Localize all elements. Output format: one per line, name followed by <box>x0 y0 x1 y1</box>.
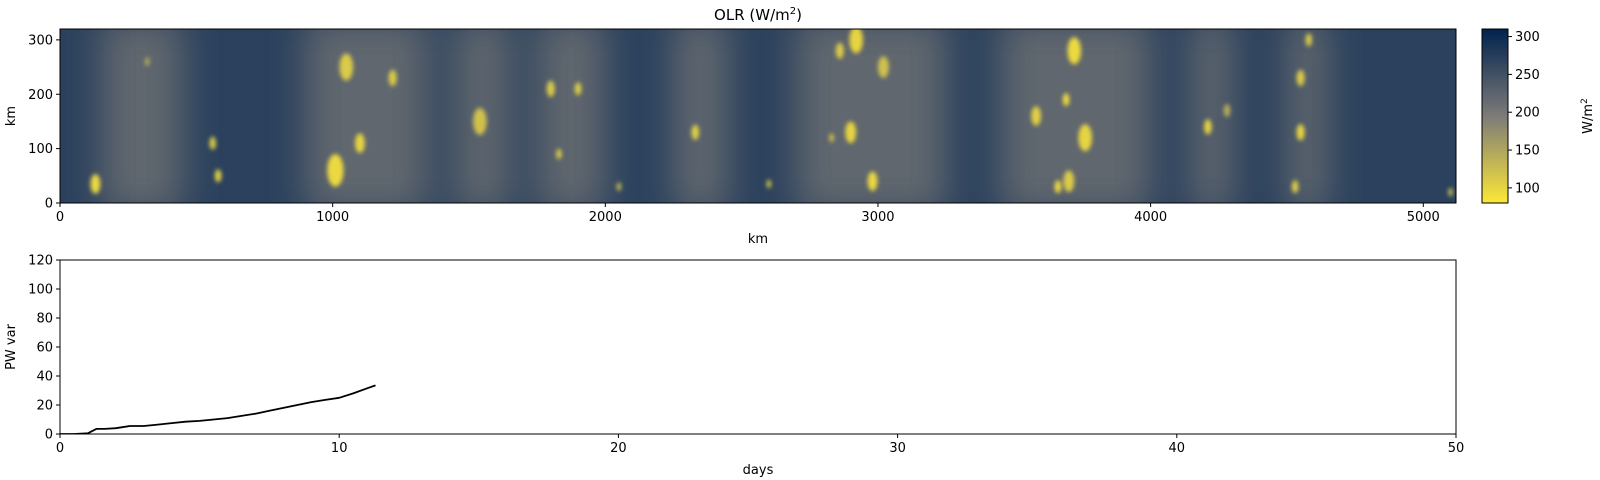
convective-band-1 <box>305 29 429 203</box>
heatmap-convective-cells <box>90 29 1453 197</box>
convective-cell-25 <box>1063 170 1075 193</box>
line-y-tick-label: 0 <box>45 428 53 443</box>
heatmap-x-tick-label: 4000 <box>1134 210 1167 225</box>
line-x-tick-label: 40 <box>1169 441 1186 456</box>
pw-var-series-line <box>60 384 376 434</box>
convective-band-0 <box>100 29 183 203</box>
line-y-tick-label: 40 <box>36 370 53 385</box>
convective-cell-13 <box>766 179 772 189</box>
colorbar-label: W/m2 <box>1580 98 1596 134</box>
heatmap-xlabel: km <box>748 232 768 247</box>
convective-cell-3 <box>327 154 344 187</box>
convective-cell-15 <box>845 121 857 144</box>
convective-cell-31 <box>1305 33 1313 47</box>
line-y-axis: 0 20 40 60 80 100 120 <box>28 254 60 443</box>
line-plot-area <box>60 260 1456 434</box>
line-xlabel: days <box>743 463 774 478</box>
convective-band-3 <box>537 29 606 203</box>
convective-cell-30 <box>1296 69 1305 87</box>
line-x-tick-label: 50 <box>1448 441 1465 456</box>
convective-cell-17 <box>849 29 863 54</box>
convective-cell-9 <box>574 82 582 96</box>
convective-band-8 <box>1286 29 1328 203</box>
convective-cell-16 <box>867 171 878 192</box>
line-x-tick-label: 20 <box>610 441 627 456</box>
convective-cell-11 <box>616 182 622 192</box>
line-y-tick-label: 120 <box>28 254 53 269</box>
convective-cell-28 <box>1296 124 1305 141</box>
convective-cell-4 <box>355 133 365 153</box>
colorbar-ticks: 100 150 200 250 300 <box>1508 30 1540 196</box>
line-y-tick-label: 20 <box>36 399 53 414</box>
convective-cell-29 <box>1291 180 1299 194</box>
convective-cell-22 <box>1078 124 1093 152</box>
colorbar-tick-label: 300 <box>1515 30 1540 45</box>
convective-cell-10 <box>546 80 555 97</box>
heatmap-y-tick-label: 100 <box>28 142 53 157</box>
convective-cell-14 <box>829 133 834 143</box>
heatmap-frame <box>59 28 1457 204</box>
heatmap-title: OLR (W/m2) <box>714 6 802 24</box>
convective-cell-1 <box>214 169 222 183</box>
convective-cell-2 <box>209 136 216 150</box>
convective-cell-18 <box>835 42 844 59</box>
convective-cell-20 <box>1031 106 1042 126</box>
heatmap-y-axis: 0 100 200 300 <box>28 33 60 212</box>
heatmap-x-axis: 0 1000 2000 3000 4000 5000 <box>56 203 1440 225</box>
colorbar-tick-label: 200 <box>1515 106 1540 121</box>
heatmap-background <box>60 29 1456 203</box>
line-x-tick-label: 0 <box>56 441 64 456</box>
heatmap-y-tick-label: 0 <box>45 197 53 212</box>
convective-band-4 <box>673 29 729 203</box>
olr-heatmap-panel: OLR (W/m2) 0 1000 2000 3000 4000 5000 0 100 200… <box>4 6 1457 247</box>
line-ylabel: PW var <box>4 323 19 369</box>
convective-cell-5 <box>339 53 354 81</box>
line-x-tick-label: 10 <box>331 441 348 456</box>
heatmap-x-tick-label: 0 <box>56 210 64 225</box>
heatmap-x-tick-label: 2000 <box>589 210 622 225</box>
colorbar-fill <box>1481 28 1509 204</box>
convective-cell-21 <box>1062 93 1070 107</box>
convective-cell-32 <box>1448 187 1453 197</box>
convective-cell-7 <box>473 107 487 136</box>
heatmap-x-tick-label: 1000 <box>316 210 349 225</box>
convective-cell-26 <box>1204 119 1212 135</box>
heatmap-y-tick-label: 200 <box>28 88 53 103</box>
heatmap-x-tick-label: 3000 <box>861 210 894 225</box>
colorbar-tick-label: 250 <box>1515 68 1540 83</box>
pw-var-line-panel: 0 10 20 30 40 50 0 20 40 60 80 100 120 days PW var <box>4 254 1464 479</box>
line-y-tick-label: 100 <box>28 283 53 298</box>
heatmap-convective-bands <box>100 29 1328 203</box>
convective-cell-33 <box>145 57 150 66</box>
convective-cell-23 <box>1067 37 1082 65</box>
colorbar-tick-label: 150 <box>1515 144 1540 159</box>
heatmap-x-tick-label: 5000 <box>1407 210 1440 225</box>
convective-cell-0 <box>90 174 101 194</box>
convective-cell-8 <box>556 148 562 160</box>
line-x-tick-label: 30 <box>889 441 906 456</box>
convective-cell-27 <box>1223 104 1231 118</box>
line-y-tick-label: 60 <box>36 341 53 356</box>
heatmap-ylabel: km <box>4 106 19 126</box>
olr-colorbar: 100 150 200 250 300 W/m2 <box>1481 28 1596 204</box>
convective-cell-6 <box>388 69 397 87</box>
line-y-tick-label: 80 <box>36 312 53 327</box>
convective-cell-24 <box>1054 180 1062 194</box>
heatmap-y-tick-label: 300 <box>28 33 53 48</box>
colorbar-tick-label: 100 <box>1515 181 1540 196</box>
convective-cell-19 <box>877 56 889 78</box>
convective-cell-12 <box>691 124 700 140</box>
line-x-axis: 0 10 20 30 40 50 <box>56 434 1464 456</box>
